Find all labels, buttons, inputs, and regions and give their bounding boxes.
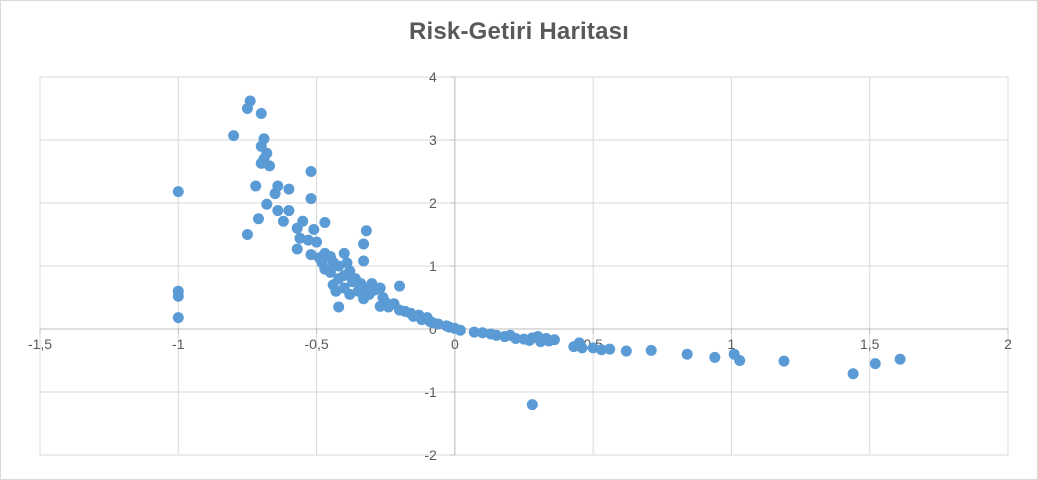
x-tick-label: 1 <box>728 336 736 352</box>
data-point <box>241 229 253 240</box>
data-point <box>283 205 295 217</box>
x-tick-label: -1,5 <box>28 336 52 352</box>
data-point <box>477 327 489 339</box>
data-point <box>255 157 267 169</box>
data-point <box>305 193 317 205</box>
data-point <box>311 236 323 248</box>
data-point <box>490 329 502 341</box>
data-point <box>709 351 721 363</box>
data-point <box>620 345 632 357</box>
data-point <box>330 285 342 297</box>
data-point <box>250 180 262 192</box>
y-tick-label: -2 <box>424 447 437 463</box>
data-point <box>344 288 356 300</box>
data-point <box>261 198 273 210</box>
data-point <box>587 342 599 354</box>
data-point <box>269 188 281 200</box>
x-tick-label: -1 <box>172 336 185 352</box>
data-point <box>308 223 320 235</box>
y-tick-label: 3 <box>429 132 437 148</box>
data-point <box>432 318 444 330</box>
data-point <box>291 222 303 234</box>
data-point <box>847 368 859 380</box>
data-point <box>338 247 350 259</box>
data-point <box>228 130 240 142</box>
data-points <box>172 95 906 411</box>
data-point <box>778 355 790 367</box>
y-tick-label: 0 <box>429 321 437 337</box>
data-point <box>604 343 616 355</box>
x-tick-label: -0,5 <box>305 336 329 352</box>
data-point <box>294 232 306 244</box>
data-point <box>252 213 264 225</box>
data-point <box>244 95 256 107</box>
y-tick-label: 4 <box>429 69 437 85</box>
data-point <box>576 342 588 354</box>
y-tick-label: -1 <box>424 384 437 400</box>
data-point <box>358 255 370 267</box>
x-tick-label: 1,5 <box>860 336 880 352</box>
data-point <box>172 312 184 324</box>
data-point <box>869 358 881 370</box>
data-point <box>734 355 746 366</box>
data-point <box>272 205 284 217</box>
data-point <box>302 234 314 246</box>
data-point <box>374 282 386 294</box>
data-point <box>595 344 607 356</box>
data-point <box>510 332 522 344</box>
chart-title: Risk-Getiri Haritası <box>408 18 630 45</box>
data-point <box>324 266 336 278</box>
y-tick-label: 2 <box>429 195 437 211</box>
y-tick-label: 1 <box>429 258 437 274</box>
data-point <box>468 326 480 338</box>
data-point <box>172 290 184 302</box>
data-point <box>255 108 267 120</box>
data-point <box>358 293 370 305</box>
data-point <box>172 186 184 198</box>
axes <box>39 76 1009 456</box>
gridlines <box>39 76 1009 456</box>
data-point <box>681 348 693 360</box>
data-point <box>360 225 372 237</box>
data-point <box>333 260 345 272</box>
data-point <box>894 353 906 365</box>
y-tick-labels: -2 -1 0 1 2 3 4 <box>424 69 437 463</box>
data-point <box>277 215 289 227</box>
data-point <box>291 243 303 255</box>
data-point <box>264 160 276 172</box>
data-point <box>358 238 370 250</box>
data-point <box>305 249 317 261</box>
x-tick-label: 0 <box>451 336 459 352</box>
x-tick-label: 2 <box>1004 336 1012 352</box>
data-point <box>305 166 317 177</box>
data-point <box>283 183 295 195</box>
data-point <box>548 334 560 346</box>
data-point <box>352 285 364 297</box>
data-point <box>319 217 331 229</box>
data-point <box>374 300 386 312</box>
data-point <box>394 280 406 292</box>
data-point <box>382 301 394 313</box>
data-point <box>526 399 538 411</box>
data-point <box>454 324 466 336</box>
data-point <box>645 344 657 356</box>
data-point <box>333 301 345 313</box>
